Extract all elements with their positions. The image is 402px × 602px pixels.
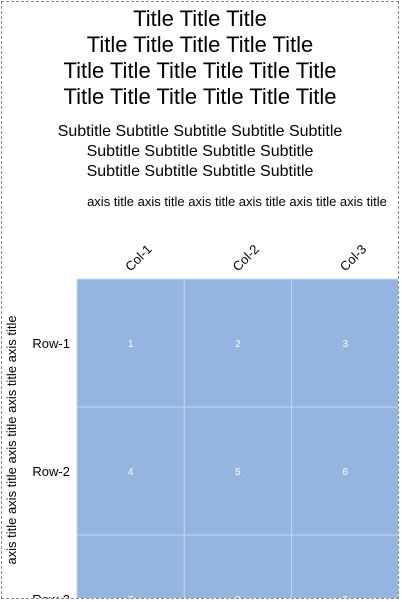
cell-value-label: 8 [235,595,241,599]
cell-value-label: 1 [128,339,134,350]
heatmap-cell [291,406,398,536]
heatmap-cell [291,534,398,598]
cell-value-label: 5 [235,467,241,478]
cell-value-label: 7 [128,595,134,599]
chart-title-line: Title Title Title Title Title Title [63,84,337,109]
chart-subtitle-line: Subtitle Subtitle Subtitle Subtitle [86,163,314,180]
y-tick-label: Row-2 [32,464,70,479]
cell-value-label: 2 [235,339,241,350]
heatmap-cell [291,278,398,408]
chart-title-line: Title Title Title [133,6,267,31]
y-tick-label: Row-3 [32,592,70,599]
chart-subtitle-line: Subtitle Subtitle Subtitle Subtitle Subt… [57,123,343,140]
x-tick-label: Col-3 [337,242,370,275]
heatmap-cell [183,406,293,536]
chart-title-line: Title Title Title Title Title [86,32,314,57]
chart-subtitle: Subtitle Subtitle Subtitle Subtitle Subt… [2,122,398,182]
chart-subtitle-line: Subtitle Subtitle Subtitle Subtitle [86,143,314,160]
cell-value-label: 6 [342,467,348,478]
heatmap-cell [183,278,293,408]
y-tick-label: Row-1 [32,336,70,351]
cell-value-label: 3 [342,339,348,350]
heatmap-cell [183,534,293,598]
chart-title-line: Title Title Title Title Title Title [63,58,337,83]
heatmap-cell [76,534,185,598]
x-axis-title: axis title axis title axis title axis ti… [87,194,387,209]
heatmap-plot: 1 2 3 4 5 6 7 8 9 Col-1 Col-2 Col-3 Row-1 Row-2 Row-3 [32,242,398,599]
cell-value-label: 9 [342,595,348,599]
x-tick-label: Col-1 [122,242,155,275]
chart-title: Title Title Title Title Title Title Titl… [2,6,398,110]
x-tick-label: Col-2 [229,242,262,275]
heatmap-cell [76,406,185,536]
cell-value-label: 4 [128,467,134,478]
